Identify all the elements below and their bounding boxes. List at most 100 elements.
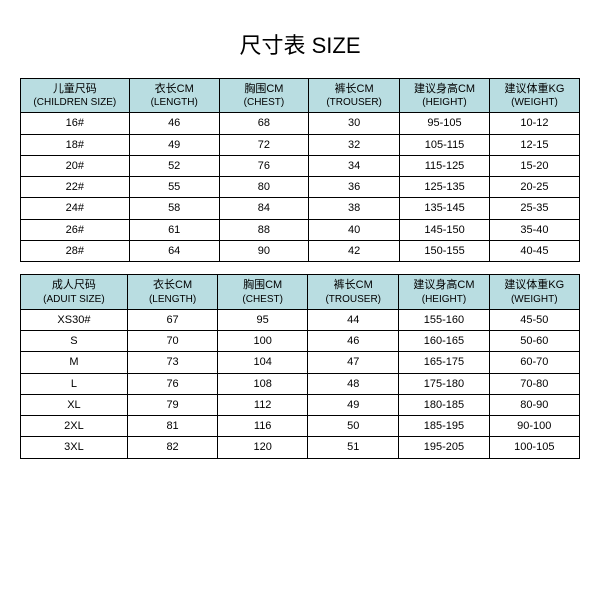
table-cell: 61	[129, 219, 219, 240]
table-row: 22#558036125-13520-25	[21, 177, 580, 198]
table-cell: 76	[219, 155, 308, 176]
table-cell: S	[21, 330, 128, 351]
col-height: 建议身高CM (HEIGHT)	[400, 79, 490, 113]
table-row: XL7911249180-18580-90	[21, 394, 580, 415]
table-cell: 30	[309, 113, 400, 134]
header-sub: (CHILDREN SIZE)	[23, 96, 127, 109]
table-cell: 115-125	[400, 155, 490, 176]
header-sub: (TROUSER)	[311, 96, 397, 109]
header-sub: (CHEST)	[220, 293, 305, 306]
table-cell: 80-90	[489, 394, 579, 415]
header-sub: (HEIGHT)	[401, 293, 486, 306]
table-cell: 49	[129, 134, 219, 155]
table-cell: 160-165	[399, 330, 489, 351]
children-body: 16#46683095-10510-1218#497232105-11512-1…	[21, 113, 580, 262]
table-cell: 32	[309, 134, 400, 155]
table-cell: 155-160	[399, 309, 489, 330]
table-cell: 44	[308, 309, 399, 330]
header-top: 胸围CM	[244, 83, 283, 95]
table-cell: 72	[219, 134, 308, 155]
table-row: 2XL8111650185-19590-100	[21, 416, 580, 437]
page-title: 尺寸表 SIZE	[239, 28, 360, 60]
table-cell: 45-50	[489, 309, 579, 330]
table-cell: 42	[309, 241, 400, 262]
table-cell: 185-195	[399, 416, 489, 437]
table-cell: 58	[129, 198, 219, 219]
table-cell: 145-150	[400, 219, 490, 240]
table-cell: L	[21, 373, 128, 394]
header-top: 裤长CM	[334, 279, 373, 291]
table-row: S7010046160-16550-60	[21, 330, 580, 351]
table-cell: 116	[218, 416, 308, 437]
table-cell: 84	[219, 198, 308, 219]
table-cell: 135-145	[400, 198, 490, 219]
table-row: 26#618840145-15035-40	[21, 219, 580, 240]
table-cell: 112	[218, 394, 308, 415]
table-row: 24#588438135-14525-35	[21, 198, 580, 219]
header-top: 成人尺码	[52, 279, 96, 291]
table-row: 16#46683095-10510-12	[21, 113, 580, 134]
table-cell: 51	[308, 437, 399, 458]
table-cell: 82	[127, 437, 217, 458]
adult-header-row: 成人尺码 (ADUIT SIZE) 衣长CM (LENGTH) 胸围CM (CH…	[21, 275, 580, 309]
header-top: 胸围CM	[243, 279, 282, 291]
table-cell: 36	[309, 177, 400, 198]
header-sub: (ADUIT SIZE)	[23, 293, 125, 306]
table-cell: 40	[309, 219, 400, 240]
table-cell: 2XL	[21, 416, 128, 437]
header-sub: (CHEST)	[222, 96, 306, 109]
table-cell: 3XL	[21, 437, 128, 458]
header-sub: (LENGTH)	[130, 293, 215, 306]
table-cell: 100	[218, 330, 308, 351]
header-top: 建议体重KG	[505, 83, 565, 95]
header-sub: (WEIGHT)	[492, 96, 577, 109]
table-cell: 64	[129, 241, 219, 262]
table-cell: 28#	[21, 241, 130, 262]
table-cell: 24#	[21, 198, 130, 219]
col-weight: 建议体重KG (WEIGHT)	[489, 79, 579, 113]
table-cell: 68	[219, 113, 308, 134]
table-cell: 20-25	[489, 177, 579, 198]
table-cell: 180-185	[399, 394, 489, 415]
table-row: XS30#679544155-16045-50	[21, 309, 580, 330]
table-cell: 38	[309, 198, 400, 219]
col-length: 衣长CM (LENGTH)	[127, 275, 217, 309]
col-length: 衣长CM (LENGTH)	[129, 79, 219, 113]
header-top: 儿童尺码	[53, 83, 97, 95]
table-cell: 76	[127, 373, 217, 394]
table-cell: XS30#	[21, 309, 128, 330]
table-cell: 100-105	[489, 437, 579, 458]
header-top: 建议身高CM	[413, 279, 474, 291]
header-sub: (WEIGHT)	[492, 293, 577, 306]
table-cell: 104	[218, 352, 308, 373]
table-cell: 48	[308, 373, 399, 394]
table-cell: 108	[218, 373, 308, 394]
header-top: 建议身高CM	[414, 83, 475, 95]
table-row: L7610848175-18070-80	[21, 373, 580, 394]
table-cell: 12-15	[489, 134, 579, 155]
table-cell: 73	[127, 352, 217, 373]
table-cell: 70-80	[489, 373, 579, 394]
table-row: 3XL8212051195-205100-105	[21, 437, 580, 458]
col-weight: 建议体重KG (WEIGHT)	[489, 275, 579, 309]
col-height: 建议身高CM (HEIGHT)	[399, 275, 489, 309]
table-cell: 60-70	[489, 352, 579, 373]
table-row: 18#497232105-11512-15	[21, 134, 580, 155]
table-cell: 88	[219, 219, 308, 240]
table-cell: 22#	[21, 177, 130, 198]
table-cell: 26#	[21, 219, 130, 240]
table-cell: 81	[127, 416, 217, 437]
table-cell: M	[21, 352, 128, 373]
table-cell: 80	[219, 177, 308, 198]
table-cell: 90-100	[489, 416, 579, 437]
table-cell: 120	[218, 437, 308, 458]
header-top: 衣长CM	[155, 83, 194, 95]
header-sub: (LENGTH)	[132, 96, 217, 109]
table-cell: 46	[129, 113, 219, 134]
children-size-table: 儿童尺码 (CHILDREN SIZE) 衣长CM (LENGTH) 胸围CM …	[20, 78, 580, 262]
table-cell: 105-115	[400, 134, 490, 155]
table-cell: 165-175	[399, 352, 489, 373]
table-cell: 55	[129, 177, 219, 198]
table-cell: 195-205	[399, 437, 489, 458]
table-cell: 15-20	[489, 155, 579, 176]
